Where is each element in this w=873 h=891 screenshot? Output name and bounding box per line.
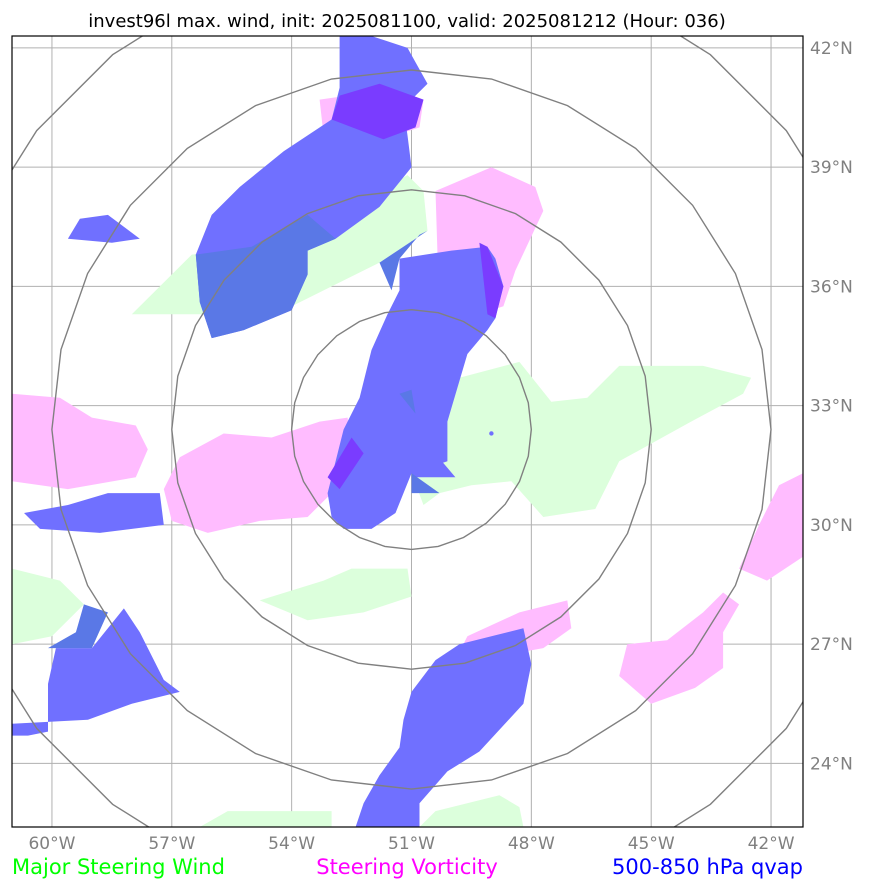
field-layers bbox=[12, 36, 803, 827]
legend-qvap: 500-850 hPa qvap bbox=[612, 855, 803, 879]
steering-wind-area bbox=[199, 811, 332, 827]
latitude-tick-label: 30°N bbox=[810, 516, 853, 536]
longitude-tick-label: 54°W bbox=[268, 834, 315, 854]
steering-vorticity-area bbox=[739, 473, 803, 581]
vorticity-qvap-overlap-area bbox=[327, 437, 364, 490]
range-ring bbox=[51, 69, 772, 790]
longitude-tick-label: 57°W bbox=[148, 834, 195, 854]
range-ring bbox=[290, 308, 533, 551]
qvap-area bbox=[12, 608, 180, 736]
range-ring bbox=[171, 189, 652, 670]
qvap-area bbox=[24, 493, 164, 533]
steering-wind-area bbox=[12, 568, 84, 645]
qvap-area bbox=[411, 425, 456, 478]
latitude-tick-label: 33°N bbox=[810, 397, 853, 417]
latitude-tick-label: 24°N bbox=[810, 754, 853, 774]
latitude-tick-label: 42°N bbox=[810, 39, 853, 59]
wind-qvap-overlap-area bbox=[48, 604, 108, 649]
legend-steering-vorticity: Steering Vorticity bbox=[316, 855, 498, 879]
legend-steering-wind: Major Steering Wind bbox=[12, 855, 225, 879]
steering-wind-area bbox=[259, 568, 412, 621]
longitude-tick-label: 60°W bbox=[28, 834, 75, 854]
vorticity-qvap-overlap-area bbox=[331, 83, 424, 140]
qvap-area bbox=[67, 214, 140, 243]
steering-wind-area bbox=[419, 795, 524, 827]
steering-wind-area bbox=[411, 361, 752, 517]
latitude-tick-label: 27°N bbox=[810, 635, 853, 655]
steering-vorticity-area bbox=[619, 592, 740, 704]
longitude-tick-labels: 60°W 57°W 54°W 51°W 48°W 45°W 42°W bbox=[28, 834, 794, 854]
wind-qvap-overlap-area bbox=[399, 389, 416, 414]
storm-center-marker bbox=[489, 431, 494, 436]
longitude-tick-label: 42°W bbox=[748, 834, 795, 854]
map-frame bbox=[11, 35, 804, 828]
qvap-area bbox=[327, 246, 504, 529]
wind-qvap-overlap-area bbox=[195, 214, 336, 339]
latitude-tick-label: 36°N bbox=[810, 277, 853, 297]
steering-vorticity-area bbox=[12, 393, 148, 490]
wind-qvap-overlap-area bbox=[379, 230, 428, 291]
steering-vorticity-area bbox=[163, 417, 356, 533]
wind-qvap-overlap-area bbox=[411, 473, 440, 494]
longitude-tick-label: 51°W bbox=[388, 834, 435, 854]
latitude-tick-labels: 24°N 27°N 30°N 33°N 36°N 39°N 42°N bbox=[810, 39, 853, 774]
longitude-tick-label: 48°W bbox=[508, 834, 555, 854]
latitude-tick-label: 39°N bbox=[810, 158, 853, 178]
vorticity-qvap-overlap-area bbox=[479, 242, 504, 319]
qvap-area bbox=[355, 628, 532, 827]
storm-center bbox=[489, 431, 494, 436]
map-title: invest96l max. wind, init: 2025081100, v… bbox=[88, 11, 725, 32]
longitude-tick-label: 45°W bbox=[628, 834, 675, 854]
